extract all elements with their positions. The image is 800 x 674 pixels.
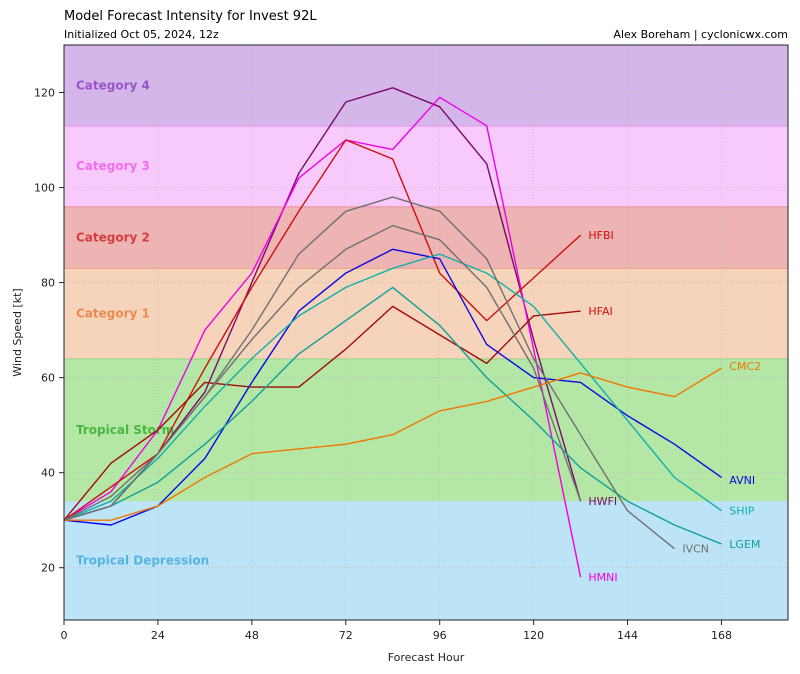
model-label-hwfi: HWFI (588, 495, 617, 508)
model-label-ivcn: IVCN (682, 543, 709, 556)
plot-frame (63, 44, 789, 621)
intensity-bands (64, 45, 788, 620)
series-line-ivcn-alt (63, 224, 582, 521)
model-label-lgem: LGEM (729, 538, 760, 551)
y-tick-label-4: 100 (34, 182, 55, 195)
band-labels: Tropical Depression Tropical Storm Categor… (76, 78, 209, 567)
series-line-ship (63, 253, 722, 521)
y-axis: 20 40 60 80 100 120 Wind Speed [kt] (11, 87, 64, 575)
x-tick-label-3: 72 (339, 629, 353, 642)
model-label-hmni: HMNI (588, 571, 617, 584)
model-label-hfbi: HFBI (588, 229, 613, 242)
band-1 (64, 358, 788, 502)
x-tick-label-2: 48 (245, 629, 259, 642)
x-tick-label-5: 120 (523, 629, 544, 642)
y-tick-label-5: 120 (34, 87, 55, 100)
series-line-hfai (63, 305, 581, 521)
model-label-avni: AVNI (729, 474, 755, 487)
band-3 (64, 206, 788, 269)
y-tick-label-3: 80 (41, 277, 55, 290)
x-tick-label-0: 0 (61, 629, 68, 642)
x-tick-label-4: 96 (433, 629, 447, 642)
band-label-2: Category 1 (76, 306, 150, 320)
series-line-hmni (63, 96, 582, 578)
model-label-ship: SHIP (729, 505, 754, 518)
model-label-hfai: HFAI (588, 305, 612, 318)
band-label-3: Category 2 (76, 230, 150, 244)
y-tick-label-1: 40 (41, 467, 55, 480)
x-axis-label: Forecast Hour (388, 651, 465, 664)
y-tick-label-0: 20 (41, 562, 55, 575)
band-label-1: Tropical Storm (76, 423, 174, 437)
band-label-5: Category 4 (76, 78, 150, 92)
chart-subtitle: Initialized Oct 05, 2024, 12z (64, 28, 219, 41)
x-tick-label-7: 168 (711, 629, 732, 642)
series-line-lgem (63, 286, 722, 545)
model-label-cmc2: CMC2 (729, 360, 761, 373)
series-line-cmc2 (64, 367, 722, 521)
y-tick-label-2: 60 (41, 372, 55, 385)
model-labels: HFBI HFAI CMC2 AVNI HWFI SHIP LGEM IVCN HMNI (588, 229, 761, 584)
grid-lines (63, 45, 788, 620)
band-4 (64, 125, 788, 207)
x-tick-label-1: 24 (151, 629, 165, 642)
x-axis: 0 24 48 72 96 120 144 168 Forecast Hour (61, 620, 732, 664)
forecast-lines (63, 87, 722, 578)
band-label-4: Category 3 (76, 159, 150, 173)
band-5 (64, 45, 788, 126)
band-label-0: Tropical Depression (76, 554, 209, 568)
series-line-hfbi (63, 139, 582, 521)
chart-title: Model Forecast Intensity for Invest 92L (64, 9, 317, 24)
x-tick-label-6: 144 (617, 629, 638, 642)
series-line-avni (63, 248, 722, 526)
y-axis-label: Wind Speed [kt] (11, 288, 24, 376)
chart-credit: Alex Boreham | cyclonicwx.com (613, 28, 788, 41)
